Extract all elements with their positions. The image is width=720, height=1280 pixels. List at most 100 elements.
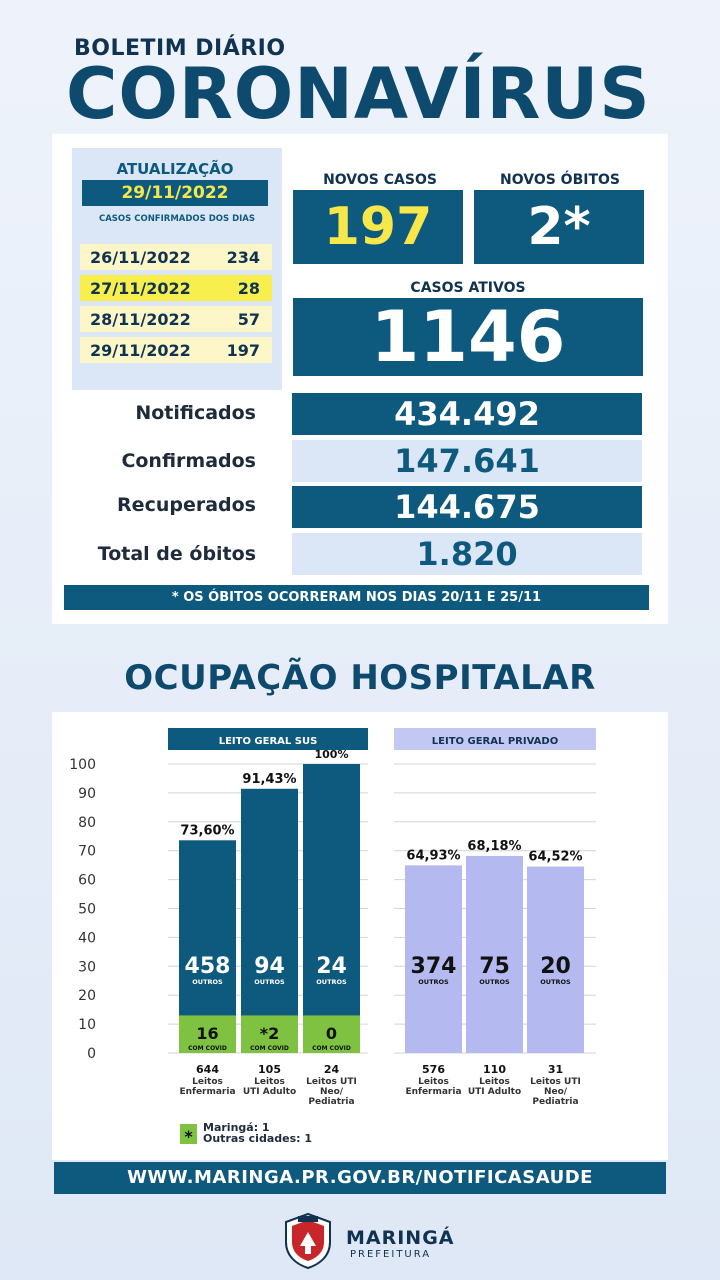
day-row: 26/11/2022 234 (80, 244, 272, 270)
stat-value-deaths: 1.820 (292, 533, 642, 575)
y-tick-label: 30 (78, 959, 96, 975)
bar-beds-count: 576 (422, 1063, 445, 1076)
bar (405, 865, 462, 1053)
stat-label-deaths: Total de óbitos (97, 543, 256, 565)
new-deaths-label: NOVOS ÓBITOS (499, 172, 620, 188)
logo-subtitle: PREFEITURA (350, 1249, 432, 1260)
y-tick-label: 70 (78, 844, 96, 860)
new-deaths-value: 2* (474, 190, 644, 264)
group-header (394, 728, 596, 750)
bar-category-label: Leitos (418, 1077, 449, 1087)
legend-line: Outras cidades: 1 (203, 1132, 312, 1145)
y-tick-label: 20 (78, 988, 96, 1004)
bar-category-label: Leitos UTI (306, 1077, 357, 1087)
day-count: 28 (237, 278, 260, 298)
bar-pct-label: 91,43% (242, 772, 296, 787)
bar-category-label: Leitos (479, 1077, 510, 1087)
active-cases-label: CASOS ATIVOS (410, 280, 526, 296)
bar-beds-count: 110 (483, 1063, 506, 1076)
day-row: 27/11/2022 28 (80, 275, 272, 301)
update-label: ATUALIZAÇÃO (116, 160, 234, 178)
bar-others-value: 75 (479, 954, 510, 979)
website-link[interactable]: WWW.MARINGA.PR.GOV.BR/NOTIFICASAUDE (54, 1162, 666, 1194)
day-date: 26/11/2022 (90, 247, 191, 267)
group-header-label: LEITO GERAL PRIVADO (432, 736, 558, 747)
bar-others-label: OUTROS (192, 978, 223, 986)
bar-pct-label: 68,18% (467, 839, 521, 854)
stat-label-notified: Notificados (135, 402, 256, 424)
bar-covid-label: COM COVID (312, 1045, 351, 1052)
bar-beds-count: 24 (324, 1063, 340, 1076)
bar (241, 788, 298, 1053)
bar-category-label: Leitos UTI (530, 1077, 581, 1087)
y-tick-label: 40 (78, 930, 96, 946)
group-header (168, 728, 368, 750)
bulletin-title: CORONAVÍRUS (66, 53, 651, 135)
bar (527, 866, 584, 1053)
bar-category-label: Enfermaria (405, 1087, 461, 1097)
bulletin-subtitle: BOLETIM DIÁRIO (74, 36, 286, 61)
legend-symbol: * (184, 1127, 193, 1146)
stat-label-confirmed: Confirmados (121, 450, 256, 472)
bar-category-label: Pediatria (532, 1097, 578, 1107)
stat-value-confirmed: 147.641 (292, 440, 642, 482)
bar-covid-segment (303, 1015, 360, 1053)
y-tick-label: 90 (78, 786, 96, 802)
bar-others-label: OUTROS (540, 978, 571, 986)
stat-label-recovered: Recuperados (117, 494, 256, 516)
bar-others-label: OUTROS (418, 978, 449, 986)
day-row: 29/11/2022 197 (80, 337, 272, 363)
y-tick-label: 80 (78, 815, 96, 831)
bar-others-value: 24 (316, 954, 347, 979)
bar-beds-count: 644 (196, 1063, 219, 1076)
bar-covid-value: 0 (326, 1024, 337, 1043)
bar-others-value: 374 (411, 954, 457, 979)
bar-covid-label: COM COVID (188, 1045, 227, 1052)
bar-covid-label: COM COVID (250, 1045, 289, 1052)
bar-beds-count: 31 (548, 1063, 563, 1076)
bar-others-label: OUTROS (479, 978, 510, 986)
bar-pct-label: 73,60% (180, 823, 234, 838)
bar-others-value: 458 (185, 954, 231, 979)
bar-category-label: Leitos (192, 1077, 223, 1087)
stat-value-notified: 434.492 (292, 393, 642, 435)
active-cases-value: 1146 (293, 298, 643, 376)
legend-line: Maringá: 1 (203, 1121, 270, 1134)
deaths-note: * OS ÓBITOS OCORRERAM NOS DIAS 20/11 E 2… (64, 585, 649, 610)
bar-others-label: OUTROS (254, 978, 285, 986)
y-tick-label: 100 (69, 757, 96, 773)
group-header-label: LEITO GERAL SUS (219, 736, 318, 747)
city-seal-icon (285, 1212, 331, 1270)
logo-name: MARINGÁ (346, 1227, 455, 1249)
bar-category-label: Neo/ (320, 1087, 344, 1097)
bar-category-label: Pediatria (308, 1097, 354, 1107)
bar-pct-label: 64,52% (528, 850, 582, 865)
bar-category-label: Enfermaria (179, 1087, 235, 1097)
legend-swatch (180, 1124, 197, 1144)
bar-covid-value: *2 (260, 1024, 280, 1043)
day-date: 28/11/2022 (90, 309, 191, 329)
bar-category-label: UTI Adulto (243, 1087, 296, 1097)
bar-pct-label: 100% (315, 748, 349, 761)
stat-value-recovered: 144.675 (292, 486, 642, 528)
new-cases-label: NOVOS CASOS (323, 172, 437, 188)
y-tick-label: 10 (78, 1017, 96, 1033)
day-count: 234 (226, 247, 260, 267)
bar-others-label: OUTROS (316, 978, 347, 986)
bar-covid-segment (179, 1015, 236, 1053)
new-cases-value: 197 (293, 190, 463, 264)
bar-beds-count: 105 (258, 1063, 281, 1076)
bar (466, 855, 523, 1053)
bar-others-value: 20 (540, 954, 571, 979)
occupancy-title: OCUPAÇÃO HOSPITALAR (124, 658, 596, 698)
bar-covid-value: 16 (196, 1024, 218, 1043)
bar-pct-label: 64,93% (406, 848, 460, 863)
update-date: 29/11/2022 (82, 180, 268, 206)
update-subtitle: CASOS CONFIRMADOS DOS DIAS (98, 214, 256, 224)
bar-category-label: Leitos (254, 1077, 285, 1087)
bar-others-value: 94 (254, 954, 285, 979)
day-date: 29/11/2022 (90, 340, 191, 360)
day-date: 27/11/2022 (90, 278, 191, 298)
y-tick-label: 0 (87, 1046, 96, 1062)
